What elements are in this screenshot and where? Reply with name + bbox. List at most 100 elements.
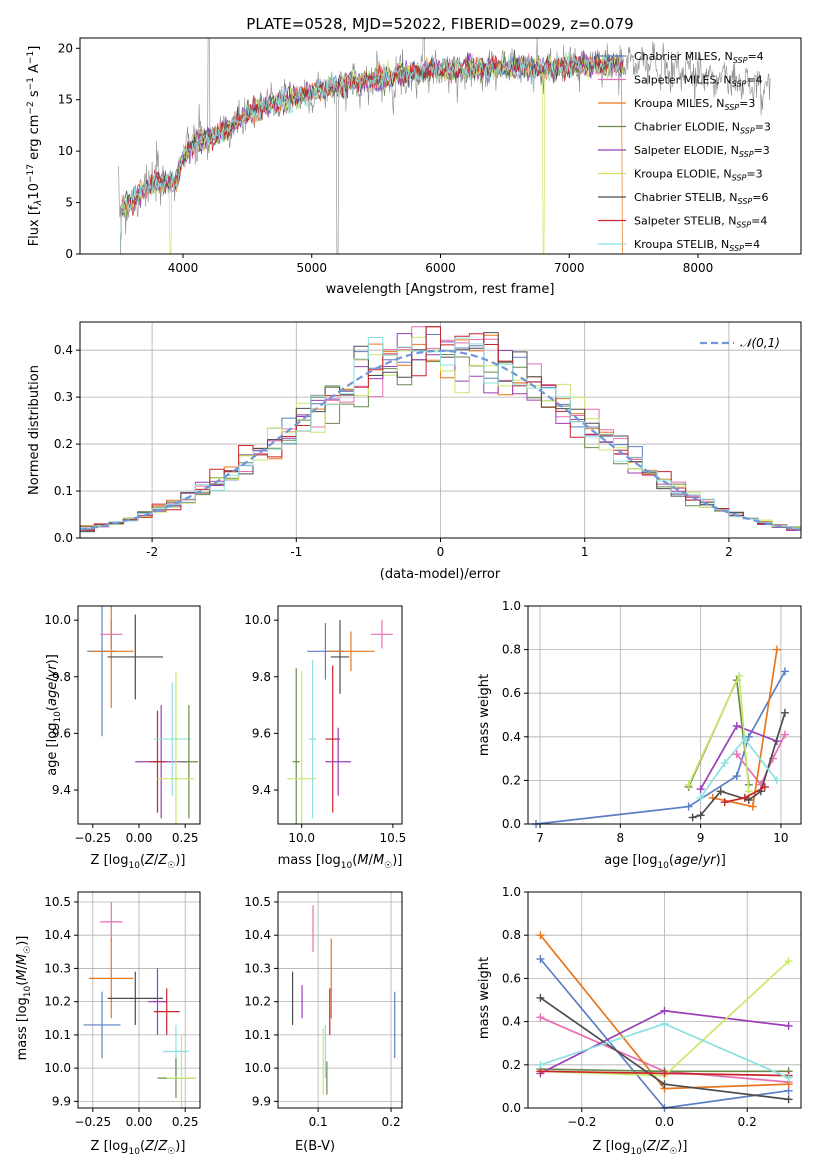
x-tick-label: 7 — [536, 831, 544, 845]
y-tick-label: 0.0 — [54, 531, 73, 545]
y-tick-label: 0.2 — [502, 1058, 521, 1072]
y-tick-label: 10.4 — [44, 928, 71, 942]
series-salpeter_elodie — [696, 721, 781, 794]
series-chabrier_stelib — [688, 708, 789, 822]
x-tick-label: 6000 — [425, 261, 456, 275]
y-tick-label: 9.4 — [252, 783, 271, 797]
y-tick-label: 9.6 — [252, 726, 271, 740]
panel-frame — [277, 605, 403, 825]
y-tick-label: 10.4 — [244, 928, 271, 942]
y-tick-label: 10.2 — [44, 995, 71, 1009]
errorbar-kroupa_elodie — [157, 671, 195, 824]
x-tick-label: 0.1 — [309, 1115, 328, 1129]
errorbar-salpeter_elodie — [325, 727, 351, 796]
y-tick-label: 15 — [58, 93, 73, 107]
y-tick-label: 0.0 — [502, 1101, 521, 1115]
y-tick-label: 10.1 — [44, 1028, 71, 1042]
age-y-label: age [log10(age/yr)] — [45, 654, 63, 776]
weight-z-x-label: Z [log10(Z/Z☉)] — [593, 1139, 688, 1157]
histogram-kroupa_stelib — [80, 337, 801, 529]
mass-vs-reddening-panel: 0.1 0.2 9.9 10.0 10.1 10.2 10.3 10.4 10.5 — [244, 891, 403, 1129]
series-kroupa_elodie — [684, 671, 753, 796]
x-tick-label: 0.2 — [738, 1115, 757, 1129]
x-tick-label: 9 — [697, 831, 705, 845]
spectrum-legend: Chabrier MILES, NSSP=4 Salpeter MILES, NS… — [598, 50, 771, 253]
residuals-frame — [79, 321, 802, 539]
series-kroupa_miles — [536, 931, 793, 1093]
spectrum-lines — [118, 37, 771, 255]
legend-label-kroupa_stelib: Kroupa STELIB, NSSP=4 — [634, 238, 760, 253]
errorbar-kroupa_stelib — [309, 659, 317, 819]
y-tick-label: 10.5 — [44, 895, 71, 909]
y-tick-label: 10.0 — [244, 1061, 271, 1075]
y-tick-label: 9.6 — [52, 726, 71, 740]
y-tick-label: 10.2 — [244, 995, 271, 1009]
residuals-histograms — [80, 326, 801, 533]
y-tick-label: 0.1 — [54, 484, 73, 498]
y-tick-label: 10.0 — [44, 613, 71, 627]
errorbar-kroupa_miles — [327, 631, 375, 672]
mass-y-label: mass [log10(M/M☉)] — [15, 936, 33, 1061]
x-tick-label: 10.0 — [288, 831, 315, 845]
panel-frame — [77, 891, 201, 1109]
panel-frame — [527, 605, 802, 825]
errorbar-kroupa_elodie — [287, 671, 317, 824]
series-kroupa_stelib — [536, 1019, 793, 1082]
y-tick-label: 0.2 — [502, 773, 521, 787]
y-tick-label: 0.6 — [502, 971, 521, 985]
x-tick-label: 10.5 — [380, 831, 407, 845]
y-tick-label: 10.0 — [244, 613, 271, 627]
panel-frame — [527, 891, 802, 1109]
series-salpeter_stelib — [720, 782, 769, 807]
legend-label-kroupa_elodie: Kroupa ELODIE, NSSP=3 — [634, 168, 763, 183]
age-z-x-label: Z [log10(Z/Z☉)] — [91, 853, 186, 871]
x-tick-label: 0.25 — [172, 1115, 199, 1129]
errorbar-chabrier_stelib — [107, 971, 164, 1025]
weight-age-y-label: mass weight — [477, 674, 492, 756]
errorbar-chabrier_stelib — [330, 620, 350, 694]
x-tick-label: −0.25 — [74, 1115, 111, 1129]
errorbar-salpeter_miles — [100, 901, 123, 942]
series-chabrier_miles — [532, 667, 789, 828]
weight-vs-metallicity-panel: −0.2 0.0 0.2 0.0 0.2 0.4 0.6 0.8 1.0 — [502, 885, 802, 1129]
errorbar-kroupa_miles — [89, 938, 134, 1019]
errorbar-chabrier_miles — [87, 606, 117, 737]
y-tick-label: 0.0 — [502, 817, 521, 831]
spectrum-y-label: Flux [fλ10−17 erg cm−2 s−1 A−1] — [26, 46, 44, 247]
panel-frame — [77, 605, 201, 825]
errorbar-salpeter_stelib — [153, 988, 180, 1035]
y-tick-label: 0 — [65, 247, 73, 261]
y-tick-label: 10.1 — [244, 1028, 271, 1042]
residuals-panel: -2 -1 0 1 2 0.0 0.1 0.2 0.3 0.4 𝒩(0,1) (data-mode… — [27, 321, 802, 582]
legend-label-kroupa_miles: Kroupa MILES, NSSP=3 — [634, 97, 755, 112]
y-tick-label: 1.0 — [502, 885, 521, 899]
x-tick-label: 7000 — [554, 261, 585, 275]
x-tick-label: 0 — [437, 545, 445, 559]
x-tick-label: 0.0 — [655, 1115, 674, 1129]
legend-label-chabrier_miles: Chabrier MILES, NSSP=4 — [634, 50, 764, 65]
errorbar-chabrier_miles — [83, 991, 121, 1059]
y-tick-label: 9.9 — [52, 1094, 71, 1108]
series-kroupa_stelib — [696, 734, 781, 802]
y-tick-label: 0.8 — [502, 928, 521, 942]
figure-title: PLATE=0528, MJD=52022, FIBERID=0029, z=0… — [246, 15, 633, 33]
x-tick-label: 5000 — [296, 261, 327, 275]
x-tick-label: 1 — [581, 545, 589, 559]
series-chabrier_stelib — [536, 993, 793, 1104]
x-tick-label: 0.2 — [382, 1115, 401, 1129]
y-tick-label: 9.8 — [52, 670, 71, 684]
age-mass-x-label: mass [log10(M/M☉)] — [278, 853, 403, 871]
y-tick-label: 10.3 — [44, 961, 71, 975]
model-spectrum-kroupa_elodie — [118, 52, 624, 255]
weight-age-x-label: age [log10(age/yr)] — [604, 853, 726, 871]
y-tick-label: 9.9 — [252, 1094, 271, 1108]
mass-vs-metallicity-panel: −0.25 0.00 0.25 9.9 10.0 10.1 10.2 10.3 10.4 10.5 — [44, 891, 201, 1129]
y-tick-label: 0.4 — [502, 730, 521, 744]
x-tick-label: −0.2 — [567, 1115, 596, 1129]
legend-label-salpeter_miles: Salpeter MILES, NSSP=4 — [634, 74, 763, 89]
y-tick-label: 10.5 — [244, 895, 271, 909]
x-tick-label: 0.00 — [126, 831, 153, 845]
age-vs-metallicity-panel: −0.25 0.00 0.25 9.4 9.6 9.8 10.0 — [44, 605, 201, 845]
mass-ebv-x-label: E(B-V) — [295, 1139, 335, 1154]
